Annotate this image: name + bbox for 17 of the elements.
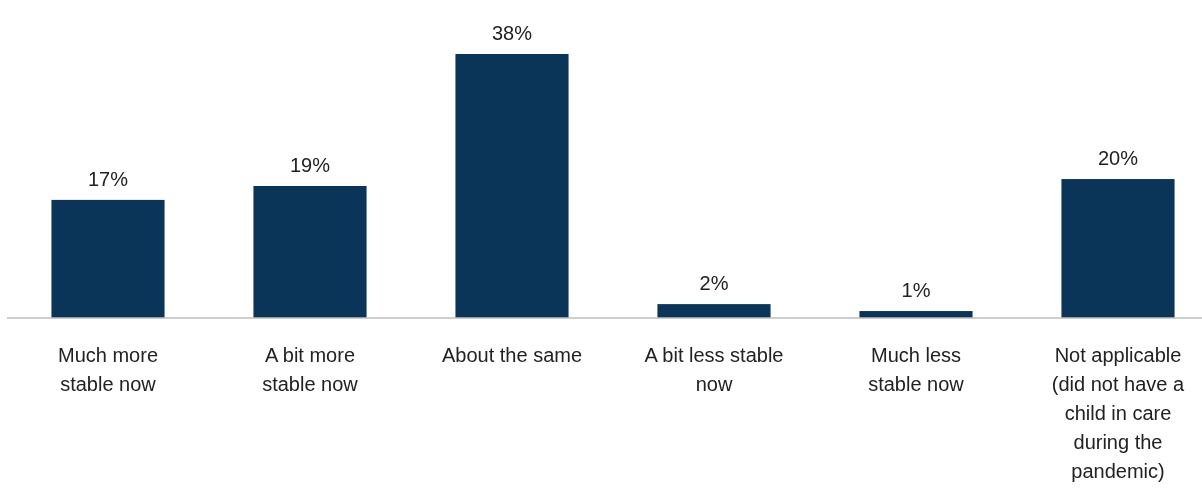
data-label: 19% [289,154,331,176]
x-tick-label: Not applicable (did not have a child in care during the pandemic) [1051,344,1186,482]
bar [657,304,771,318]
data-label: 20% [1097,147,1139,170]
bar [51,199,165,318]
x-tick-label: Much more stable now [57,344,159,395]
bar [455,54,569,318]
data-label: 38% [491,22,533,44]
data-label: 2% [699,272,729,295]
bar [253,186,367,318]
bar [1061,179,1175,318]
data-label: 1% [901,279,931,302]
x-tick-label: Much less stable now [868,344,965,395]
x-tick-label: A bit less stable now [644,344,784,395]
data-label: 17% [87,167,129,190]
x-tick-label: About the same [441,344,583,366]
x-tick-label: A bit more stable now [262,344,359,395]
